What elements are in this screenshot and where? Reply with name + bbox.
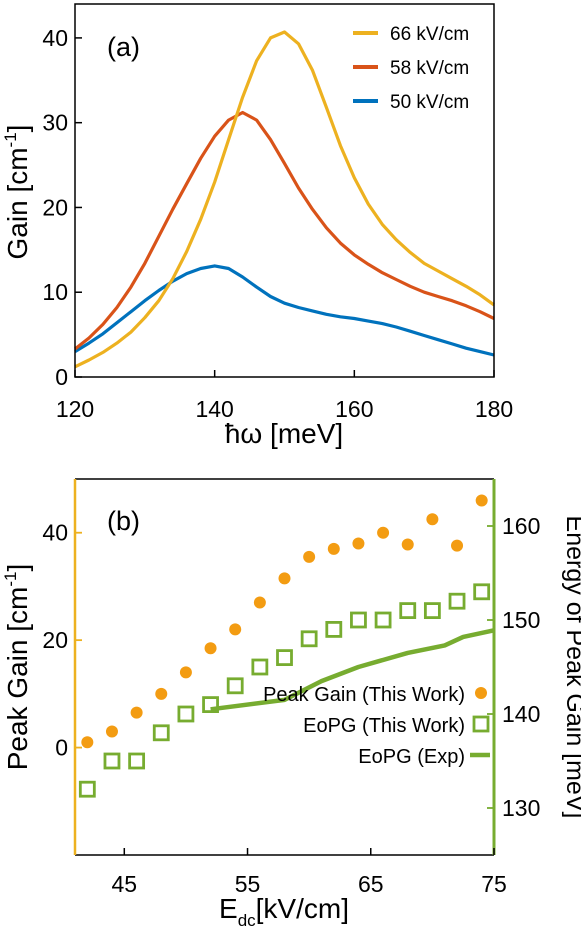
- panel-a-ylabel-main: Gain [cm: [2, 147, 33, 259]
- legend-label: 58 kV/cm: [390, 58, 469, 79]
- panel-b-ylabel-left-superscript: -1: [1, 572, 20, 587]
- eopg-point: [251, 658, 269, 676]
- legend-label: 66 kV/cm: [390, 24, 469, 45]
- panel-b-series-group: [78, 494, 495, 798]
- eopg-point: [202, 696, 219, 713]
- eopg-point: [448, 592, 466, 610]
- right-y-tick-label: 140: [502, 701, 540, 727]
- panel-b-ylabel-left-end: ]: [2, 564, 33, 572]
- peak-gain-point: [105, 725, 118, 738]
- peak-gain-point: [401, 538, 414, 551]
- y-tick-label: 40: [42, 25, 68, 51]
- x-tick-label: 160: [335, 396, 373, 422]
- peak-gain-point: [229, 623, 242, 636]
- right-y-tick-label: 150: [502, 607, 540, 633]
- panel-a-series-group: [74, 30, 495, 369]
- panel-a-legend: 66 kV/cm 58 kV/cm 50 kV/cm: [353, 24, 469, 113]
- eopg-point: [325, 621, 343, 638]
- eopg-point: [103, 752, 121, 770]
- panel-b: 45 55 65 75 0 20 40 130 140 150 160 (b) Peak Gain …: [1, 478, 581, 929]
- eopg-point: [473, 583, 491, 601]
- panel-b-ticks: 45 55 65 75 0 20 40 130 140 150 160: [42, 513, 540, 897]
- legend-marker-circle: [475, 687, 487, 699]
- peak-gain-point: [426, 513, 439, 526]
- peak-gain-point: [155, 687, 168, 700]
- eopg-point: [399, 602, 417, 619]
- x-tick-label: 45: [111, 871, 137, 897]
- peak-gain-point: [179, 666, 192, 679]
- peak-gain-point: [303, 550, 316, 563]
- peak-gain-point: [377, 526, 390, 539]
- eopg-point: [374, 611, 392, 629]
- panel-a-ylabel-superscript: -1: [1, 132, 20, 147]
- panel-a-ticks: 120 140 160 180 0 10 20 30 40: [42, 25, 513, 422]
- peak-gain-point: [327, 542, 340, 555]
- eopg-point: [350, 611, 367, 629]
- panel-b-ylabel-right: Energy of Peak Gain [meV]: [561, 516, 581, 819]
- panel-b-xlabel: Edc[kV/cm]: [219, 893, 349, 929]
- panel-b-xlabel-main: E: [219, 893, 238, 924]
- eopg-point: [276, 649, 293, 666]
- panel-b-label: (b): [107, 506, 140, 536]
- x-tick-label: 75: [481, 871, 507, 897]
- panel-b-xlabel-end: [kV/cm]: [256, 893, 349, 924]
- x-tick-label: 55: [235, 871, 261, 897]
- legend-label: EoPG (Exp): [358, 746, 465, 768]
- panel-a: 120 140 160 180 0 10 20 30 40 (a) 66 kV/cm 58 kV/…: [1, 3, 513, 449]
- peak-gain-point: [81, 736, 94, 749]
- panel-a-ylabel: Gain [cm-1]: [1, 125, 33, 260]
- legend-label: 50 kV/cm: [390, 92, 469, 113]
- eopg-point: [300, 630, 318, 648]
- peak-gain-point: [130, 706, 143, 719]
- eopg-point: [226, 677, 244, 695]
- peak-gain-point: [475, 494, 488, 507]
- left-y-tick-label: 0: [55, 735, 68, 761]
- eopg-point: [128, 752, 146, 770]
- eopg-point: [177, 705, 195, 723]
- panel-a-plot-frame: [74, 3, 495, 378]
- legend-marker-square: [472, 715, 490, 733]
- x-tick-label: 140: [195, 396, 233, 422]
- y-tick-label: 30: [42, 110, 68, 136]
- series-line-eopg-exp: [210, 628, 495, 712]
- peak-gain-point: [253, 596, 266, 609]
- legend-label: EoPG (This Work): [303, 715, 465, 737]
- y-tick-label: 20: [42, 194, 68, 220]
- panel-b-ylabel-left-main: Peak Gain [cm: [2, 587, 33, 771]
- peak-gain-point: [278, 572, 291, 585]
- panel-a-ylabel-end: ]: [2, 125, 33, 133]
- x-tick-label: 120: [56, 396, 94, 422]
- legend-label: Peak Gain (This Work): [263, 684, 465, 706]
- right-y-tick-label: 160: [502, 513, 540, 539]
- eopg-point: [78, 780, 96, 798]
- left-y-tick-label: 40: [42, 520, 68, 546]
- panel-a-label: (a): [107, 32, 140, 62]
- y-tick-label: 10: [42, 279, 68, 305]
- peak-gain-point: [352, 537, 365, 550]
- eopg-point: [152, 724, 170, 742]
- peak-gain-point: [204, 642, 217, 655]
- panel-b-ylabel-left: Peak Gain [cm-1]: [1, 564, 33, 771]
- left-y-tick-label: 20: [42, 627, 68, 653]
- y-tick-label: 0: [55, 364, 68, 390]
- panel-b-xlabel-subscript: dc: [238, 911, 256, 929]
- series-line-50-kv-cm: [74, 264, 495, 357]
- x-tick-label: 180: [475, 396, 513, 422]
- eopg-point: [423, 602, 441, 619]
- peak-gain-point: [451, 539, 464, 552]
- series-line-58-kv-cm: [74, 110, 495, 351]
- x-tick-label: 65: [358, 871, 384, 897]
- series-line-66-kv-cm: [74, 30, 495, 369]
- panel-a-xlabel: ħω [meV]: [225, 418, 343, 449]
- right-y-tick-label: 130: [502, 795, 540, 821]
- panel-b-legend: Peak Gain (This Work) EoPG (This Work) EoP…: [263, 684, 490, 768]
